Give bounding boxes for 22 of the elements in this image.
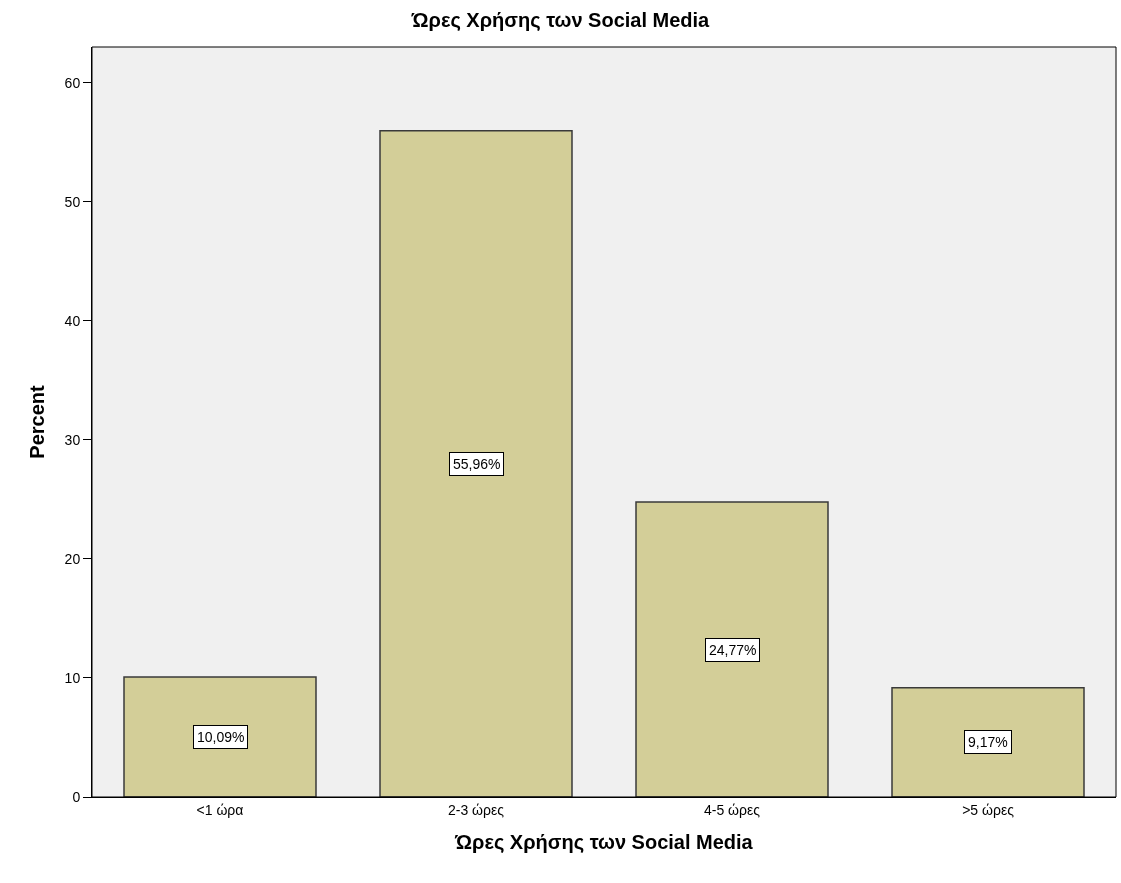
- bar: [891, 687, 1085, 797]
- data-label: 9,17%: [968, 734, 1008, 750]
- bar: [379, 130, 573, 797]
- x-tick-label: <1 ώρα: [196, 801, 244, 818]
- y-tick-label: 60: [64, 74, 81, 91]
- y-tick-label: 50: [64, 193, 81, 210]
- data-label: 24,77%: [709, 642, 757, 658]
- y-tick-label: 40: [64, 312, 81, 329]
- x-tick-label: 2-3 ώρες: [447, 801, 505, 818]
- data-label: 55,96%: [453, 456, 501, 472]
- y-tick-label: 0: [72, 788, 81, 805]
- x-tick-label: 4-5 ώρες: [703, 801, 761, 818]
- chart-title: Ώρες Χρήσης των Social Media: [410, 9, 711, 32]
- y-axis-title: Percent: [26, 384, 49, 459]
- y-tick-label: 30: [64, 431, 81, 448]
- data-label: 10,09%: [197, 729, 245, 745]
- y-tick-label: 20: [64, 550, 81, 567]
- x-axis-title: Ώρες Χρήσης των Social Media: [454, 831, 754, 854]
- bar: [123, 676, 317, 797]
- y-tick-label: 10: [64, 669, 81, 686]
- x-tick-label: >5 ώρες: [962, 801, 1015, 818]
- bar: [635, 501, 829, 797]
